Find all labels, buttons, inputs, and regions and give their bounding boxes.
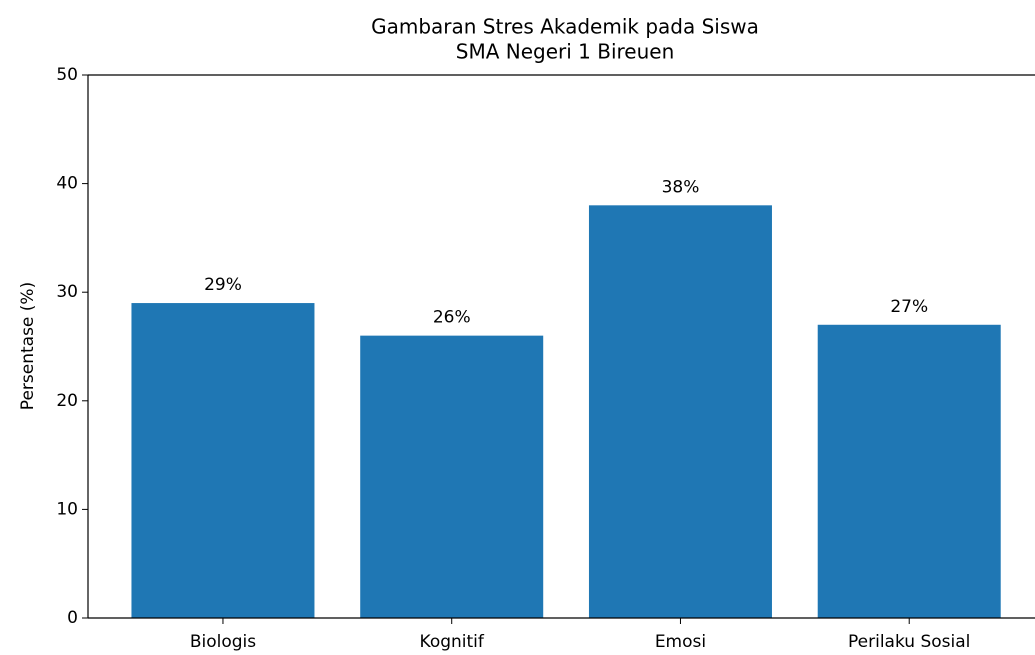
x-tick-label: Emosi (655, 632, 706, 652)
y-tick-label: 40 (56, 174, 78, 194)
chart-subtitle: SMA Negeri 1 Bireuen (456, 40, 675, 64)
y-axis-label: Persentase (%) (18, 282, 38, 410)
x-tick-label: Kognitif (420, 632, 485, 652)
value-label: 29% (204, 275, 242, 295)
bar (588, 205, 772, 618)
x-tick-label: Perilaku Sosial (848, 632, 970, 652)
y-tick-label: 50 (56, 65, 78, 85)
chart-title: Gambaran Stres Akademik pada Siswa (371, 15, 759, 39)
y-tick-label: 30 (56, 282, 78, 302)
bar (131, 303, 315, 618)
bar (817, 324, 1001, 618)
y-tick-label: 10 (56, 499, 78, 519)
y-tick-label: 0 (67, 608, 78, 628)
value-label: 38% (662, 177, 700, 197)
x-tick-label: Biologis (190, 632, 256, 652)
y-tick-label: 20 (56, 391, 78, 411)
value-label: 26% (433, 308, 471, 328)
bar (360, 335, 544, 618)
value-label: 27% (890, 297, 928, 317)
